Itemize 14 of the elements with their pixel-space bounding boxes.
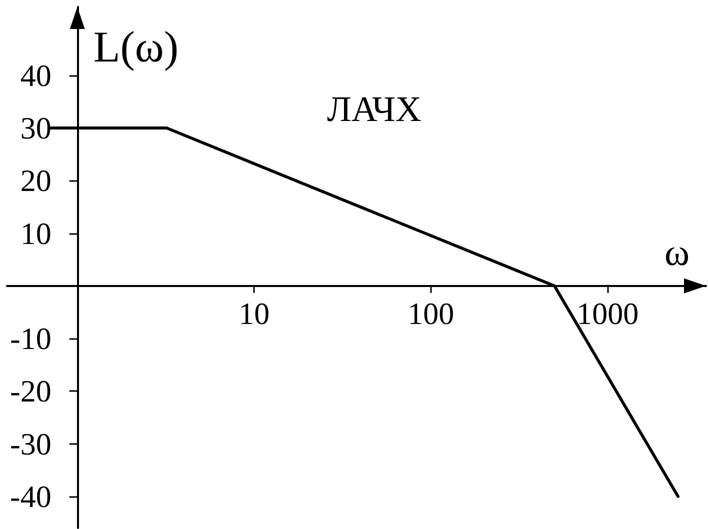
y-tick-label: -40 bbox=[10, 478, 52, 514]
y-tick-label: -20 bbox=[10, 374, 52, 409]
x-tick-label: 1000 bbox=[576, 296, 639, 331]
y-tick-label: -10 bbox=[10, 321, 52, 356]
x-tick-label: 100 bbox=[408, 296, 454, 331]
x-axis-title: ω bbox=[664, 232, 690, 274]
y-tick-label: 40 bbox=[20, 58, 52, 93]
y-tick-label: 30 bbox=[20, 110, 52, 146]
y-tick-label: -30 bbox=[10, 426, 52, 462]
text: ЛАЧХ bbox=[327, 89, 422, 129]
y-tick-label: 10 bbox=[20, 216, 52, 251]
y-axis-title: L(ω) bbox=[93, 22, 178, 72]
y-tick-label: 20 bbox=[20, 163, 52, 198]
x-tick-label: 10 bbox=[238, 296, 270, 331]
